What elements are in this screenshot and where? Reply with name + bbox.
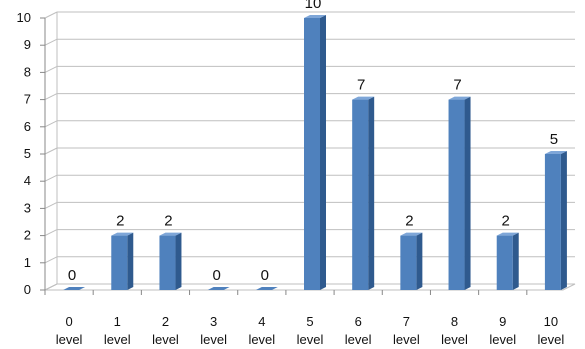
data-label: 0 (212, 267, 220, 284)
x-tick-label: 9 (499, 314, 506, 329)
x-tick-label-unit: level (200, 332, 227, 347)
bar (63, 287, 86, 290)
gridline-depth (44, 229, 58, 237)
y-tick-label: 5 (24, 146, 31, 161)
x-tick-label-unit: level (345, 332, 372, 347)
gridline-depth (44, 147, 58, 155)
x-tick-label-unit: level (297, 332, 324, 347)
bar-top (400, 232, 423, 236)
bar (207, 287, 230, 290)
bar-top (496, 232, 519, 236)
x-tick-label: 1 (114, 314, 121, 329)
bar-top (111, 232, 134, 236)
y-tick-label: 0 (24, 282, 31, 297)
bar (255, 287, 278, 290)
data-label: 7 (453, 77, 461, 94)
bar-front (352, 99, 369, 290)
bar-front (304, 18, 320, 290)
bar-top (352, 96, 375, 100)
data-label: 2 (164, 213, 172, 230)
chart-floor (44, 283, 576, 291)
y-tick-label: 6 (24, 119, 31, 134)
x-tick-label: 8 (451, 314, 458, 329)
x-tick-label-unit: level (152, 332, 179, 347)
gridline-depth (44, 65, 58, 73)
data-label: 0 (68, 267, 76, 284)
x-tick-label-unit: level (56, 332, 83, 347)
data-label: 2 (405, 213, 413, 230)
y-tick-label: 10 (17, 10, 31, 25)
x-tick-label: 5 (306, 314, 313, 329)
bar-front (400, 235, 417, 290)
gridline-depth (44, 93, 58, 101)
y-tick-label: 8 (24, 64, 31, 79)
y-tick-label: 7 (24, 92, 31, 107)
bar-side (512, 232, 519, 290)
gridline-depth (44, 11, 58, 19)
y-tick-label: 9 (24, 37, 31, 52)
data-label: 0 (261, 267, 269, 284)
bar-zero (255, 287, 278, 290)
bar-zero (63, 287, 86, 290)
gridline-depth (44, 174, 58, 182)
bar-side (127, 232, 134, 290)
x-tick-label: 3 (210, 314, 217, 329)
bar (352, 96, 375, 290)
gridline-depth (44, 120, 58, 128)
data-label: 5 (550, 131, 558, 148)
bar-top (544, 151, 567, 154)
bar-front (159, 235, 176, 290)
x-tick-label-unit: level (538, 332, 565, 347)
x-tick-label: 10 (544, 314, 558, 329)
bar-side (560, 151, 567, 290)
data-label: 10 (305, 0, 322, 12)
bar (400, 232, 423, 290)
y-tick-label: 4 (24, 173, 31, 188)
x-tick-label: 6 (355, 314, 362, 329)
bar (448, 96, 471, 290)
bar (544, 151, 567, 290)
bar-front (448, 99, 465, 290)
bar (496, 232, 519, 290)
y-tick-label: 1 (24, 255, 31, 270)
bar-zero (207, 287, 230, 290)
bar (111, 232, 134, 290)
bar-side (368, 96, 375, 290)
bar-top (448, 96, 471, 100)
x-tick-label: 0 (65, 314, 72, 329)
x-tick-label-unit: level (393, 332, 420, 347)
bar-top (304, 15, 326, 18)
bar (304, 15, 326, 290)
gridline-depth (44, 256, 58, 264)
x-tick-label-unit: level (104, 332, 131, 347)
y-tick-label: 2 (24, 228, 31, 243)
x-tick-label-unit: level (489, 332, 516, 347)
gridline-depth (44, 201, 58, 209)
bar-front (544, 154, 561, 290)
gridline-depth (44, 38, 58, 46)
bar-side (320, 15, 326, 290)
bar-top (159, 232, 182, 236)
y-tick-label: 3 (24, 200, 31, 215)
bar-front (496, 235, 513, 290)
bar-side (175, 232, 182, 290)
data-label: 2 (116, 213, 124, 230)
bar-front (111, 235, 128, 290)
x-tick-label: 4 (258, 314, 265, 329)
x-tick-label-unit: level (441, 332, 468, 347)
x-tick-label: 7 (403, 314, 410, 329)
data-label: 7 (357, 77, 365, 94)
x-tick-label: 2 (162, 314, 169, 329)
bar-side (416, 232, 423, 290)
bar (159, 232, 182, 290)
bar-side (464, 96, 471, 290)
data-label: 2 (502, 213, 510, 230)
x-tick-label-unit: level (248, 332, 275, 347)
